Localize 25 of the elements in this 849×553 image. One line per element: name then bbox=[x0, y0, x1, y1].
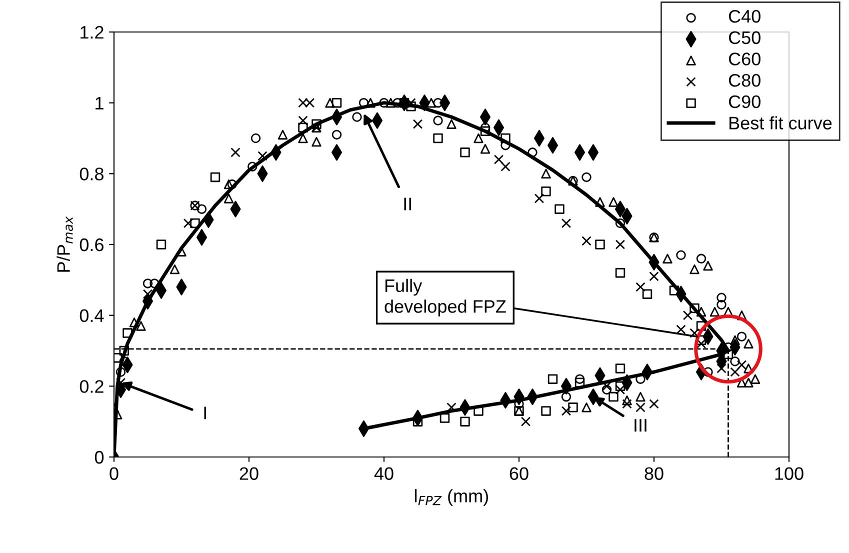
x-tick-label: 40 bbox=[374, 467, 394, 480]
legend-label: C40 bbox=[728, 10, 760, 23]
y-tick-label: 0.6 bbox=[80, 238, 104, 252]
y-tick-label: 0.2 bbox=[80, 380, 104, 393]
legend-label: C50 bbox=[728, 31, 760, 44]
legend-label: C80 bbox=[728, 74, 760, 87]
legend-label: C60 bbox=[728, 52, 760, 66]
x-tick-label: 0 bbox=[110, 467, 118, 480]
annotation: III bbox=[634, 419, 646, 432]
annotation: Fully developed FPZ bbox=[384, 278, 506, 316]
y-tick-label: 1.2 bbox=[80, 26, 104, 39]
y-tick-label: 1 bbox=[96, 96, 104, 110]
y-tick-label: 0.8 bbox=[80, 168, 104, 180]
y-axis-title: P/P$_{max}$ bbox=[56, 216, 73, 272]
x-tick-label: 60 bbox=[510, 467, 528, 480]
annotation: II bbox=[404, 198, 411, 210]
y-tick-label: 0 bbox=[94, 450, 104, 464]
annotation: I bbox=[204, 406, 206, 420]
x-tick-label: 80 bbox=[644, 467, 664, 480]
x-axis-title: l$_{FPZ}$ (mm) bbox=[414, 489, 488, 506]
legend-label: C90 bbox=[728, 95, 760, 108]
x-tick-label: 20 bbox=[240, 467, 258, 480]
legend-label: Best fit curve bbox=[730, 116, 832, 130]
y-tick-label: 0.4 bbox=[80, 309, 104, 322]
x-tick-label: 100 bbox=[775, 467, 804, 480]
